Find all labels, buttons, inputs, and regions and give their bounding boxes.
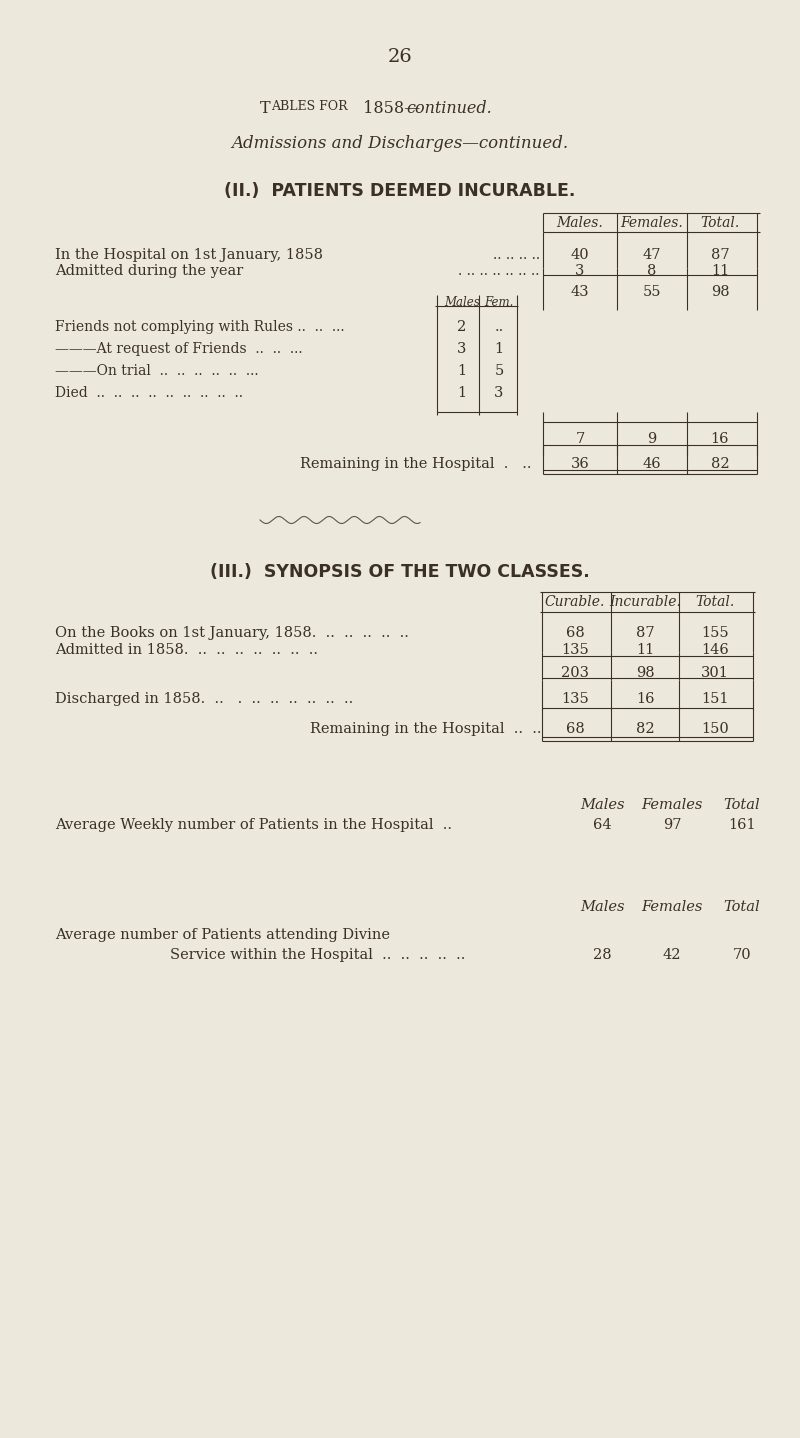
Text: 155: 155 xyxy=(701,626,729,640)
Text: 16: 16 xyxy=(636,692,654,706)
Text: .. .. .. ..: .. .. .. .. xyxy=(493,247,540,262)
Text: Total: Total xyxy=(724,900,760,915)
Text: 3: 3 xyxy=(458,342,466,357)
Text: continued.: continued. xyxy=(406,101,492,116)
Text: 11: 11 xyxy=(636,643,654,657)
Text: Females.: Females. xyxy=(621,216,683,230)
Text: 161: 161 xyxy=(728,818,756,833)
Text: 40: 40 xyxy=(570,247,590,262)
Text: Friends not complying with Rules ..  ..  ...: Friends not complying with Rules .. .. .… xyxy=(55,321,345,334)
Text: 28: 28 xyxy=(593,948,611,962)
Text: ABLES FOR: ABLES FOR xyxy=(271,101,348,114)
Text: 46: 46 xyxy=(642,457,662,472)
Text: Incurable.: Incurable. xyxy=(609,595,681,610)
Text: Admitted during the year: Admitted during the year xyxy=(55,265,243,278)
Text: Fem.: Fem. xyxy=(484,296,514,309)
Text: 36: 36 xyxy=(570,457,590,472)
Text: ———At request of Friends  ..  ..  ...: ———At request of Friends .. .. ... xyxy=(55,342,302,357)
Text: 55: 55 xyxy=(642,285,662,299)
Text: In the Hospital on 1st January, 1858: In the Hospital on 1st January, 1858 xyxy=(55,247,323,262)
Text: Service within the Hospital  ..  ..  ..  ..  ..: Service within the Hospital .. .. .. .. … xyxy=(170,948,466,962)
Text: 42: 42 xyxy=(662,948,682,962)
Text: 8: 8 xyxy=(647,265,657,278)
Text: 26: 26 xyxy=(388,47,412,66)
Text: 68: 68 xyxy=(566,626,584,640)
Text: 64: 64 xyxy=(593,818,611,833)
Text: Curable.: Curable. xyxy=(545,595,605,610)
Text: On the Books on 1st January, 1858.  ..  ..  ..  ..  ..: On the Books on 1st January, 1858. .. ..… xyxy=(55,626,409,640)
Text: 135: 135 xyxy=(561,692,589,706)
Text: Discharged in 1858.  ..   .  ..  ..  ..  ..  ..  ..: Discharged in 1858. .. . .. .. .. .. .. … xyxy=(55,692,354,706)
Text: 1858—: 1858— xyxy=(358,101,420,116)
Text: Total.: Total. xyxy=(700,216,740,230)
Text: 1: 1 xyxy=(458,385,466,400)
Text: ..: .. xyxy=(494,321,504,334)
Text: 16: 16 xyxy=(710,431,730,446)
Text: 146: 146 xyxy=(701,643,729,657)
Text: Males: Males xyxy=(444,296,480,309)
Text: 98: 98 xyxy=(636,666,654,680)
Text: Average Weekly number of Patients in the Hospital  ..: Average Weekly number of Patients in the… xyxy=(55,818,452,833)
Text: Remaining in the Hospital  .   ..: Remaining in the Hospital . .. xyxy=(300,457,531,472)
Text: 7: 7 xyxy=(575,431,585,446)
Text: 3: 3 xyxy=(575,265,585,278)
Text: 2: 2 xyxy=(458,321,466,334)
Text: 11: 11 xyxy=(711,265,729,278)
Text: 151: 151 xyxy=(702,692,729,706)
Text: . .. .. .. .. .. ..: . .. .. .. .. .. .. xyxy=(458,265,540,278)
Text: Males: Males xyxy=(580,798,624,812)
Text: 70: 70 xyxy=(733,948,751,962)
Text: Males.: Males. xyxy=(557,216,603,230)
Text: Males: Males xyxy=(580,900,624,915)
Text: (II.)  PATIENTS DEEMED INCURABLE.: (II.) PATIENTS DEEMED INCURABLE. xyxy=(224,183,576,200)
Text: Average number of Patients attending Divine: Average number of Patients attending Div… xyxy=(55,928,390,942)
Text: 82: 82 xyxy=(710,457,730,472)
Text: 3: 3 xyxy=(494,385,504,400)
Text: 47: 47 xyxy=(642,247,662,262)
Text: 5: 5 xyxy=(494,364,504,378)
Text: Females: Females xyxy=(642,798,702,812)
Text: 97: 97 xyxy=(662,818,682,833)
Text: 1: 1 xyxy=(458,364,466,378)
Text: ———On trial  ..  ..  ..  ..  ..  ...: ———On trial .. .. .. .. .. ... xyxy=(55,364,258,378)
Text: Admissions and Discharges—continued.: Admissions and Discharges—continued. xyxy=(231,135,569,152)
Text: Died  ..  ..  ..  ..  ..  ..  ..  ..  ..: Died .. .. .. .. .. .. .. .. .. xyxy=(55,385,243,400)
Text: Total: Total xyxy=(724,798,760,812)
Text: 203: 203 xyxy=(561,666,589,680)
Text: 43: 43 xyxy=(570,285,590,299)
Text: Total.: Total. xyxy=(695,595,734,610)
Text: 87: 87 xyxy=(710,247,730,262)
Text: 87: 87 xyxy=(636,626,654,640)
Text: 301: 301 xyxy=(701,666,729,680)
Text: 150: 150 xyxy=(701,722,729,736)
Text: Remaining in the Hospital  ..  ..: Remaining in the Hospital .. .. xyxy=(310,722,542,736)
Text: T: T xyxy=(260,101,270,116)
Text: 68: 68 xyxy=(566,722,584,736)
Text: (III.)  SYNOPSIS OF THE TWO CLASSES.: (III.) SYNOPSIS OF THE TWO CLASSES. xyxy=(210,564,590,581)
Text: 1: 1 xyxy=(494,342,503,357)
Text: 82: 82 xyxy=(636,722,654,736)
Text: 9: 9 xyxy=(647,431,657,446)
Text: 98: 98 xyxy=(710,285,730,299)
Text: Females: Females xyxy=(642,900,702,915)
Text: Admitted in 1858.  ..  ..  ..  ..  ..  ..  ..: Admitted in 1858. .. .. .. .. .. .. .. xyxy=(55,643,318,657)
Text: 135: 135 xyxy=(561,643,589,657)
